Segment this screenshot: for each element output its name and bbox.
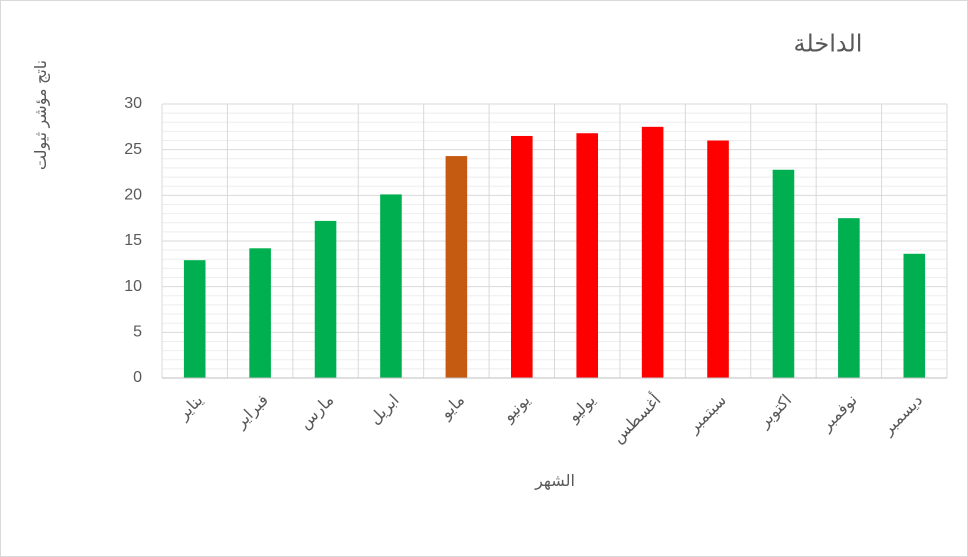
y-tick-label: 10 — [124, 278, 142, 295]
x-axis-label: الشهر — [534, 473, 575, 491]
bar — [641, 126, 664, 378]
chart-title: الداخلة — [794, 30, 863, 57]
bar — [510, 135, 533, 378]
bar — [183, 260, 206, 378]
bar — [314, 220, 337, 378]
y-tick-label: 5 — [133, 324, 142, 341]
bar — [445, 156, 468, 378]
y-tick-label: 30 — [124, 95, 142, 112]
y-axis-label: ناتج مؤشر ثيولت — [33, 60, 51, 170]
bar — [249, 248, 271, 378]
bar — [707, 140, 729, 378]
y-tick-label: 15 — [124, 232, 142, 249]
y-tick-label: 20 — [124, 187, 142, 204]
bar — [380, 194, 402, 378]
bar — [772, 169, 795, 378]
y-tick-label: 25 — [124, 141, 142, 158]
bar — [838, 218, 860, 378]
bar — [576, 133, 599, 378]
bar — [903, 253, 926, 378]
y-tick-label: 0 — [133, 369, 142, 386]
